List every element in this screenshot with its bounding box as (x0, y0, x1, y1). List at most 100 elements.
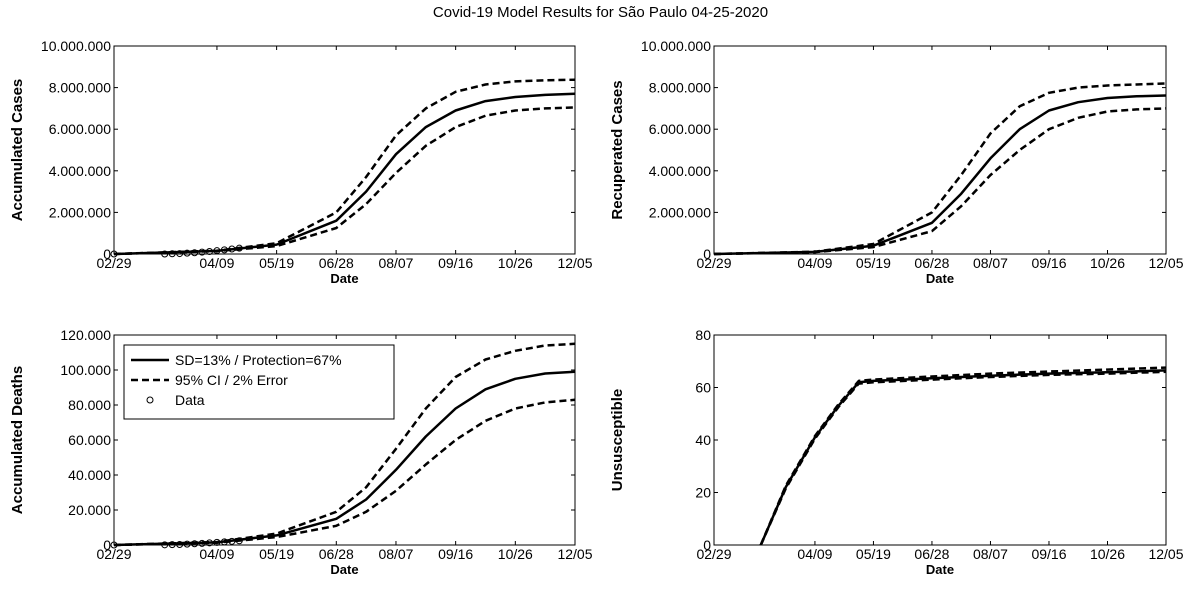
y-tick-label: 80 (695, 327, 711, 343)
data-point (183, 249, 191, 257)
legend: SD=13% / Protection=67% 95% CI / 2% Error… (123, 344, 395, 420)
x-axis-label: Date (926, 562, 954, 577)
data-point (176, 540, 184, 548)
y-tick-label: 60 (695, 380, 711, 396)
y-axis-label: Recuperated Cases (609, 80, 626, 219)
x-tick-label: 06/28 (914, 546, 949, 562)
y-tick-label: 40.000 (68, 467, 111, 483)
x-tick-label: 04/09 (199, 255, 234, 271)
y-tick-label: 10.000.000 (41, 38, 111, 54)
panel-unsusceptible: 02/29 04/09 05/19 06/28 08/07 09/16 10/26 12/05… (609, 327, 1184, 577)
ci-line (713, 107, 1167, 256)
y-tick-label: 0 (103, 246, 111, 262)
y-tick-label: 4.000.000 (649, 163, 711, 179)
panel-accumulated-cases: 02/29 04/09 05/19 06/28 08/07 09/16 10/26 12/05… (9, 38, 593, 286)
x-tick-label: 08/07 (973, 255, 1008, 271)
x-tick-label: 10/26 (1090, 255, 1125, 271)
y-axis-label: Accumulated Cases (9, 79, 26, 222)
x-tick-label: 12/05 (1148, 546, 1183, 562)
x-axis-label: Date (926, 271, 954, 286)
ci-line (713, 82, 1167, 256)
data-point (191, 249, 199, 257)
data-point (228, 245, 236, 253)
data-point (205, 248, 213, 256)
y-tick-label: 2.000.000 (49, 204, 111, 220)
ci-line (759, 370, 1167, 546)
x-tick-label: 06/28 (319, 546, 354, 562)
x-tick-label: 08/07 (973, 546, 1008, 562)
model-line (713, 94, 1167, 256)
axes-box (113, 45, 576, 255)
x-tick-label: 12/05 (1148, 255, 1183, 271)
x-tick-label: 08/07 (378, 546, 413, 562)
legend-marker-data (146, 396, 154, 404)
x-tick-label: 06/28 (914, 255, 949, 271)
y-tick-label: 20.000 (68, 502, 111, 518)
y-tick-label: 60.000 (68, 432, 111, 448)
y-tick-label: 100.000 (60, 362, 111, 378)
x-tick-label: 05/19 (259, 255, 294, 271)
model-line (113, 370, 576, 547)
x-tick-label: 10/26 (498, 255, 533, 271)
y-tick-label: 10.000.000 (641, 38, 711, 54)
y-tick-label: 2.000.000 (649, 204, 711, 220)
data-point (198, 248, 206, 256)
y-tick-label: 20 (695, 485, 711, 501)
data-point (183, 540, 191, 548)
x-tick-label: 02/29 (696, 255, 731, 271)
x-tick-label: 09/16 (438, 546, 473, 562)
y-tick-label: 8.000.000 (49, 80, 111, 96)
y-tick-label: 4.000.000 (49, 163, 111, 179)
x-tick-label: 09/16 (1031, 255, 1066, 271)
x-tick-label: 09/16 (1031, 546, 1066, 562)
ci-line (113, 78, 576, 256)
model-line (759, 369, 1167, 546)
model-line (113, 92, 576, 256)
axes-box (713, 334, 1167, 546)
x-tick-label: 05/19 (856, 255, 891, 271)
x-tick-label: 12/05 (557, 255, 592, 271)
x-tick-label: 10/26 (498, 546, 533, 562)
data-point (220, 246, 228, 254)
panel-recuperated-cases: 02/29 04/09 05/19 06/28 08/07 09/16 10/26 12/05… (609, 38, 1184, 286)
y-tick-label: 0 (103, 537, 111, 553)
x-axis-label: Date (330, 271, 358, 286)
x-tick-label: 02/29 (96, 546, 131, 562)
y-tick-label: 0 (703, 246, 711, 262)
figure-title: Covid-19 Model Results for São Paulo 04-… (432, 4, 769, 21)
x-tick-label: 09/16 (438, 255, 473, 271)
x-tick-label: 08/07 (378, 255, 413, 271)
y-tick-label: 0 (703, 537, 711, 553)
y-tick-label: 40 (695, 432, 711, 448)
y-axis-label: Unsusceptible (609, 389, 626, 492)
data-point (235, 537, 243, 545)
ci-line (113, 342, 576, 547)
x-tick-label: 10/26 (1090, 546, 1125, 562)
y-tick-label: 6.000.000 (649, 121, 711, 137)
panel-accumulated-deaths: 02/29 04/09 05/19 06/28 08/07 09/16 10/26 12/05… (9, 327, 593, 577)
x-tick-label: 06/28 (319, 255, 354, 271)
x-tick-label: 05/19 (856, 546, 891, 562)
y-axis-label: Accumulated Deaths (9, 366, 26, 514)
x-tick-label: 04/09 (797, 255, 832, 271)
ci-line (759, 366, 1167, 546)
data-point (198, 539, 206, 547)
legend-box (123, 344, 395, 420)
x-tick-label: 04/09 (199, 546, 234, 562)
data-point (205, 539, 213, 547)
data-point (228, 537, 236, 545)
x-tick-label: 12/05 (557, 546, 592, 562)
x-axis-label: Date (330, 562, 358, 577)
x-tick-label: 02/29 (96, 255, 131, 271)
legend-label: 95% CI / 2% Error (175, 372, 288, 388)
x-tick-label: 05/19 (259, 546, 294, 562)
y-tick-label: 80.000 (68, 397, 111, 413)
ci-line (113, 106, 576, 256)
y-tick-label: 6.000.000 (49, 121, 111, 137)
x-tick-label: 02/29 (696, 546, 731, 562)
y-tick-label: 120.000 (60, 327, 111, 343)
x-tick-label: 04/09 (797, 546, 832, 562)
legend-label: SD=13% / Protection=67% (175, 352, 342, 368)
legend-label: Data (175, 392, 205, 408)
